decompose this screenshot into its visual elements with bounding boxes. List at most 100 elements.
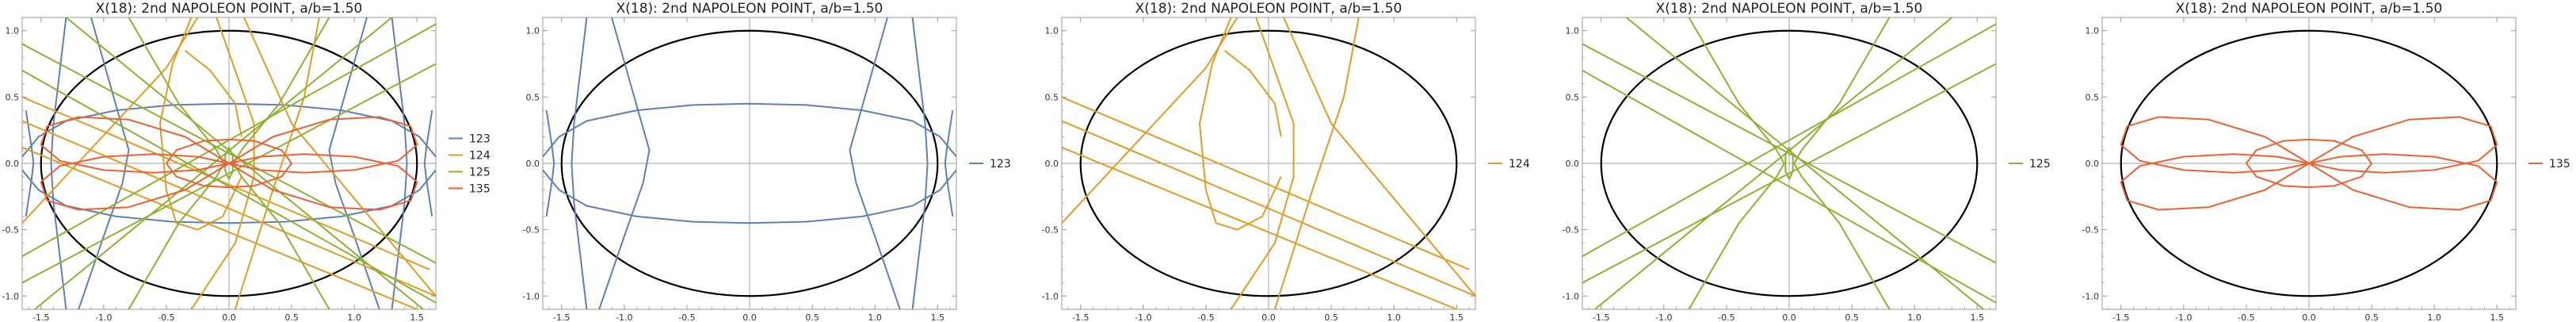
series-124-curve [184, 50, 242, 137]
x-tick-label: 0.0 [1782, 312, 1796, 322]
y-tick-label: -1.0 [2, 291, 19, 301]
y-tick-label: 0.0 [2086, 159, 2100, 169]
y-tick-label: -0.5 [2, 225, 19, 236]
y-tick-label: 0.5 [526, 92, 540, 102]
x-tick-label: -1.5 [1593, 312, 1609, 322]
series-135-curve [2120, 153, 2310, 211]
series-125-curve [128, 17, 225, 309]
series-135-curve [228, 116, 418, 174]
x-tick-label: -1.5 [32, 312, 49, 322]
circumellipse [2120, 29, 2498, 297]
series-125-curve [1582, 43, 1996, 264]
x-tick-label: 1.5 [1971, 312, 1985, 322]
y-tick-label: 1.0 [2086, 26, 2100, 36]
chart-title: X(18): 2nd NAPOLEON POINT, a/b=1.50 [96, 1, 363, 17]
y-tick-label: -1.0 [1563, 291, 1579, 301]
series-124-curve [22, 17, 199, 224]
circumellipse [1079, 29, 1458, 297]
series-124-curve [1230, 17, 1295, 309]
y-tick-label: -0.5 [1563, 225, 1579, 236]
legend-label: 135 [2549, 158, 2570, 171]
series-125-curve [233, 17, 330, 309]
legend-item-135: 135 [2528, 158, 2570, 171]
series-123-curve [25, 109, 35, 217]
series-124-curve [159, 17, 242, 231]
y-tick-label: 0.5 [2086, 92, 2100, 102]
y-tick-label: -1.0 [1042, 291, 1059, 301]
x-tick-label: 0.0 [222, 312, 236, 322]
series-125-curve [65, 17, 424, 309]
series-135-curve [2308, 153, 2498, 211]
series-124-curve [1062, 17, 1238, 224]
series-135-curve [228, 153, 418, 211]
series-135-curve [2308, 116, 2498, 174]
series-125-curve [1688, 17, 1785, 309]
x-tick-label: -1.0 [2175, 312, 2192, 322]
series-124-curve [1062, 120, 1475, 297]
x-tick-label: 1.0 [1387, 312, 1401, 322]
legend-label: 124 [1509, 158, 1530, 171]
series-123-curve [944, 109, 954, 217]
series-135-curve [40, 153, 230, 211]
y-tick-label: 0.0 [6, 159, 20, 169]
series-125-curve [22, 43, 436, 264]
series-123-curve [849, 17, 901, 309]
series-123-curve [911, 17, 929, 309]
x-tick-label: -1.5 [553, 312, 570, 322]
series-124-curve [1062, 146, 1457, 309]
y-tick-label: -1.0 [2082, 291, 2099, 301]
series-123-curve [328, 17, 380, 309]
series-125-curve [1784, 146, 1794, 180]
series-125-curve [34, 17, 393, 309]
x-tick-label: -0.5 [678, 312, 695, 322]
x-tick-label: 0.0 [2302, 312, 2316, 322]
x-tick-label: -0.5 [158, 312, 174, 322]
y-tick-label: 1.0 [526, 26, 540, 36]
x-tick-label: 1.0 [347, 312, 361, 322]
x-tick-label: 0.0 [742, 312, 757, 322]
series-135-curve [2246, 138, 2373, 189]
series-123-curve [543, 169, 956, 224]
series-124-curve [243, 17, 436, 297]
x-tick-label: 0.5 [284, 312, 299, 322]
series-125-curve [22, 63, 436, 284]
x-tick-label: 0.5 [2364, 312, 2379, 322]
y-tick-label: -0.5 [523, 225, 540, 236]
x-tick-label: 1.5 [410, 312, 425, 322]
series-124-curve [1199, 17, 1282, 231]
legend-label: 124 [469, 150, 490, 163]
series-125-curve [1594, 17, 1953, 309]
series-124-curve [1223, 50, 1282, 137]
chart-panel-1: X(18): 2nd NAPOLEON POINT, a/b=1.50 -1.5 -… [2, 1, 490, 322]
x-tick-label: -1.0 [1135, 312, 1151, 322]
circumellipse [1600, 29, 1979, 297]
x-tick-label: 1.5 [931, 312, 945, 322]
legend-label: 125 [469, 167, 490, 179]
chart-title: X(18): 2nd NAPOLEON POINT, a/b=1.50 [616, 1, 883, 17]
x-tick-label: -0.5 [1197, 312, 1214, 322]
series-124-curve [190, 17, 255, 309]
series-125-curve [1582, 23, 1996, 257]
x-tick-label: 1.5 [1450, 312, 1464, 322]
series-135-curve [166, 138, 293, 189]
series-124-curve [22, 96, 430, 270]
legend-label: 123 [990, 158, 1011, 171]
y-tick-label: 1.0 [1566, 26, 1580, 36]
legend-item-123: 123 [448, 133, 490, 146]
x-tick-label: -1.5 [1072, 312, 1089, 322]
chart-title: X(18): 2nd NAPOLEON POINT, a/b=1.50 [1135, 1, 1402, 17]
series-125-curve [224, 146, 234, 180]
legend-item-125: 125 [2009, 158, 2051, 171]
series-123-curve [545, 109, 555, 217]
legend-item-123: 123 [969, 158, 1011, 171]
y-tick-label: 1.0 [6, 26, 20, 36]
x-tick-label: 0.5 [805, 312, 819, 322]
x-tick-label: -1.0 [95, 312, 112, 322]
y-tick-label: 0.5 [1045, 92, 1059, 102]
legend-label: 135 [469, 183, 490, 196]
chart-panel-4: X(18): 2nd NAPOLEON POINT, a/b=1.50 -1.5 -… [1563, 1, 2051, 322]
chart-panel-3: X(18): 2nd NAPOLEON POINT, a/b=1.50 -1.5 -… [1042, 1, 1530, 322]
series-123-curve [598, 17, 651, 309]
y-tick-label: 0.0 [526, 159, 540, 169]
